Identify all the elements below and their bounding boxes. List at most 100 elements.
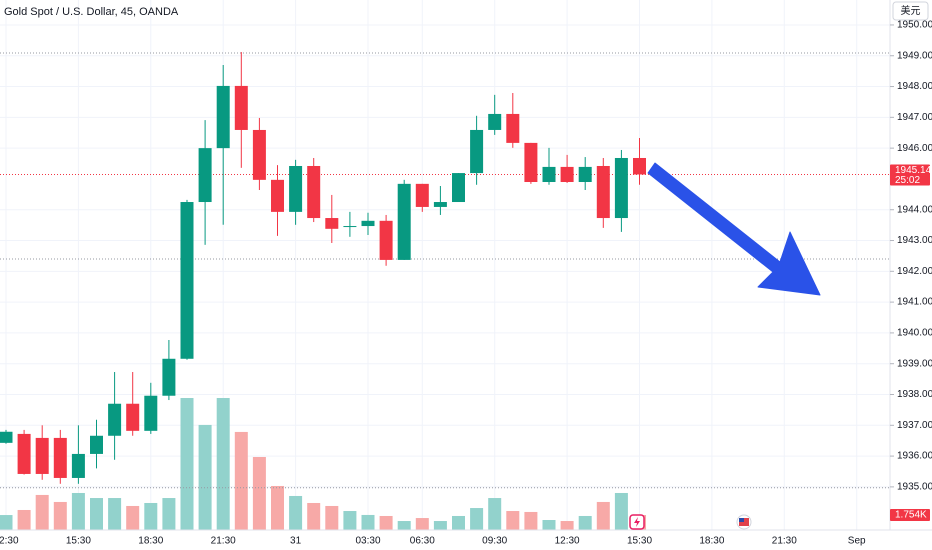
y-tick-label: 1946.000 [897,143,932,154]
volume-bar [71,492,85,530]
candle-body [108,403,122,436]
candle-body [180,202,194,359]
candle-body [216,85,230,149]
x-tick-label: 03:30 [355,536,380,547]
candle-body [578,166,592,183]
x-tick-label: 15:30 [66,536,91,547]
candle-body [542,166,556,183]
candle-body [144,395,158,431]
y-tick-label: 1939.000 [897,358,932,369]
volume-bar [108,498,122,530]
volume-badge-label: 1.754K [895,510,927,521]
y-tick-label: 1947.000 [897,112,932,123]
volume-bar [216,398,230,530]
volume-bar [542,519,556,530]
y-tick-label: 1938.000 [897,389,932,400]
volume-bar [433,521,447,530]
x-tick-label: 15:30 [627,536,652,547]
candle-body [35,437,49,474]
candle-body [17,433,31,474]
volume-bar [379,515,393,530]
x-tick-label: 12:30 [555,536,580,547]
event-icon-bolt [634,517,640,527]
volume-bar [252,456,266,530]
candle-body [452,173,465,203]
y-tick-label: 1948.000 [897,81,932,92]
arrow-annotation[interactable] [647,162,821,296]
volume-bar [578,515,592,530]
x-tick-label: 18:30 [699,536,724,547]
candle-body [506,113,520,143]
volume-bar [53,501,67,530]
volume-bar [470,508,484,530]
candle-body [560,166,574,183]
grid [0,0,890,530]
currency-button[interactable] [892,1,929,21]
volume-bar [180,398,194,530]
y-tick-label: 1942.000 [897,266,932,277]
volume-bar [452,515,465,530]
candle-body [307,165,321,219]
y-tick-label: 1950.000 [897,20,932,31]
volume-bar [524,511,538,530]
candle-body [488,113,502,130]
volume-bar [144,502,158,530]
volume-bar [35,494,49,530]
candle-body [271,179,284,212]
volume-bar [307,502,321,530]
x-tick-label: 18:30 [138,536,163,547]
volume-bar [506,511,520,530]
y-tick-label: 1941.000 [897,297,932,308]
y-tick-label: 1940.000 [897,328,932,339]
candle-body [53,437,67,478]
candle-body [343,226,357,228]
price-lines [0,52,890,489]
candle-body [470,129,484,174]
volume-badge [890,509,930,522]
candle-body [379,220,393,260]
chart-title: Gold Spot / U.S. Dollar, 45, OANDA [4,6,179,18]
candle-body [0,431,13,443]
x-tick-label: 21:30 [211,536,236,547]
currency-label: 美元 [901,4,921,17]
x-tick-label: 31 [290,536,302,547]
volume-bar [271,485,284,530]
candle-layer [0,52,646,484]
volume-bar [415,518,429,530]
volume-bar [126,505,140,530]
volume-bar [361,514,375,530]
candle-body [415,183,429,207]
candle-body [126,403,140,431]
x-tick-label: 12:30 [0,536,19,547]
axes: 1950.000 1949.000 1948.000 1947.000 1946.000… [0,20,932,547]
volume-bar [614,492,628,530]
y-tick-label: 1943.000 [897,235,932,246]
volume-bar [488,498,502,530]
flag-icon-canton [739,518,744,522]
y-tick-label: 1935.000 [897,482,932,493]
volume-bar [198,424,212,530]
candle-body [614,157,628,219]
candle-body [252,129,266,180]
volume-bar [397,521,411,530]
y-tick-label: 1936.000 [897,451,932,462]
candle-body [162,358,176,396]
candle-body [198,148,212,203]
volume-bar [17,509,31,530]
x-tick-label: Sep [848,536,866,547]
last-price-badge [890,164,930,186]
volume-bar [343,511,357,530]
volume-bar [162,498,176,530]
candle-body [433,202,447,207]
x-tick-label: 21:30 [772,536,797,547]
candle-body [289,165,303,212]
y-tick-label: 1944.000 [897,204,932,215]
candle-body [596,165,610,219]
candle-body [325,218,339,229]
volume-bar [289,495,303,530]
volume-bar [325,505,339,530]
candle-body [234,85,248,130]
y-tick-label: 1949.000 [897,50,932,61]
candle-body [361,220,375,227]
